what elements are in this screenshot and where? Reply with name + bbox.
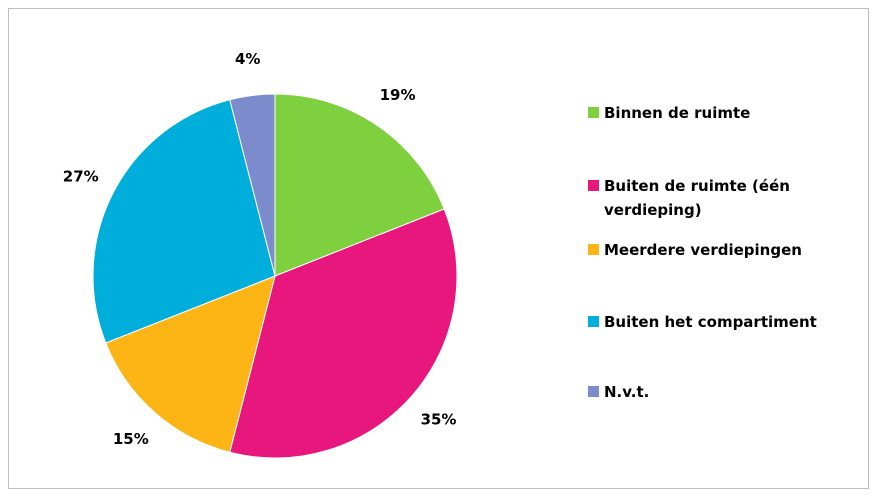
data-label: 27%	[63, 168, 99, 186]
data-label: 4%	[235, 50, 260, 68]
data-label: 15%	[113, 430, 149, 448]
legend-label: Buiten de ruimte (één verdieping)	[604, 177, 790, 219]
legend-entry: Binnen de ruimte	[588, 101, 844, 125]
legend-entry: Buiten het compartiment	[588, 310, 844, 334]
legend-entry: N.v.t.	[588, 380, 844, 404]
pie-slice	[229, 208, 458, 459]
legend-label: Binnen de ruimte	[604, 104, 751, 122]
legend-label: Buiten het compartiment	[604, 313, 817, 331]
data-label: 19%	[380, 86, 416, 104]
legend-swatch	[588, 107, 599, 118]
legend-entry: Meerdere verdiepingen	[588, 238, 844, 262]
pie-slice	[105, 275, 276, 453]
legend-swatch	[588, 316, 599, 327]
legend-swatch	[588, 386, 599, 397]
legend-entry: Buiten de ruimte (één verdieping)	[588, 174, 844, 222]
legend-label: Meerdere verdiepingen	[604, 241, 802, 259]
pie-slice	[274, 93, 445, 277]
pie-slice	[92, 99, 276, 344]
legend-swatch	[588, 180, 599, 191]
pie-slice	[229, 93, 276, 277]
data-label: 35%	[421, 411, 457, 429]
legend-label: N.v.t.	[604, 383, 650, 401]
legend-swatch	[588, 244, 599, 255]
